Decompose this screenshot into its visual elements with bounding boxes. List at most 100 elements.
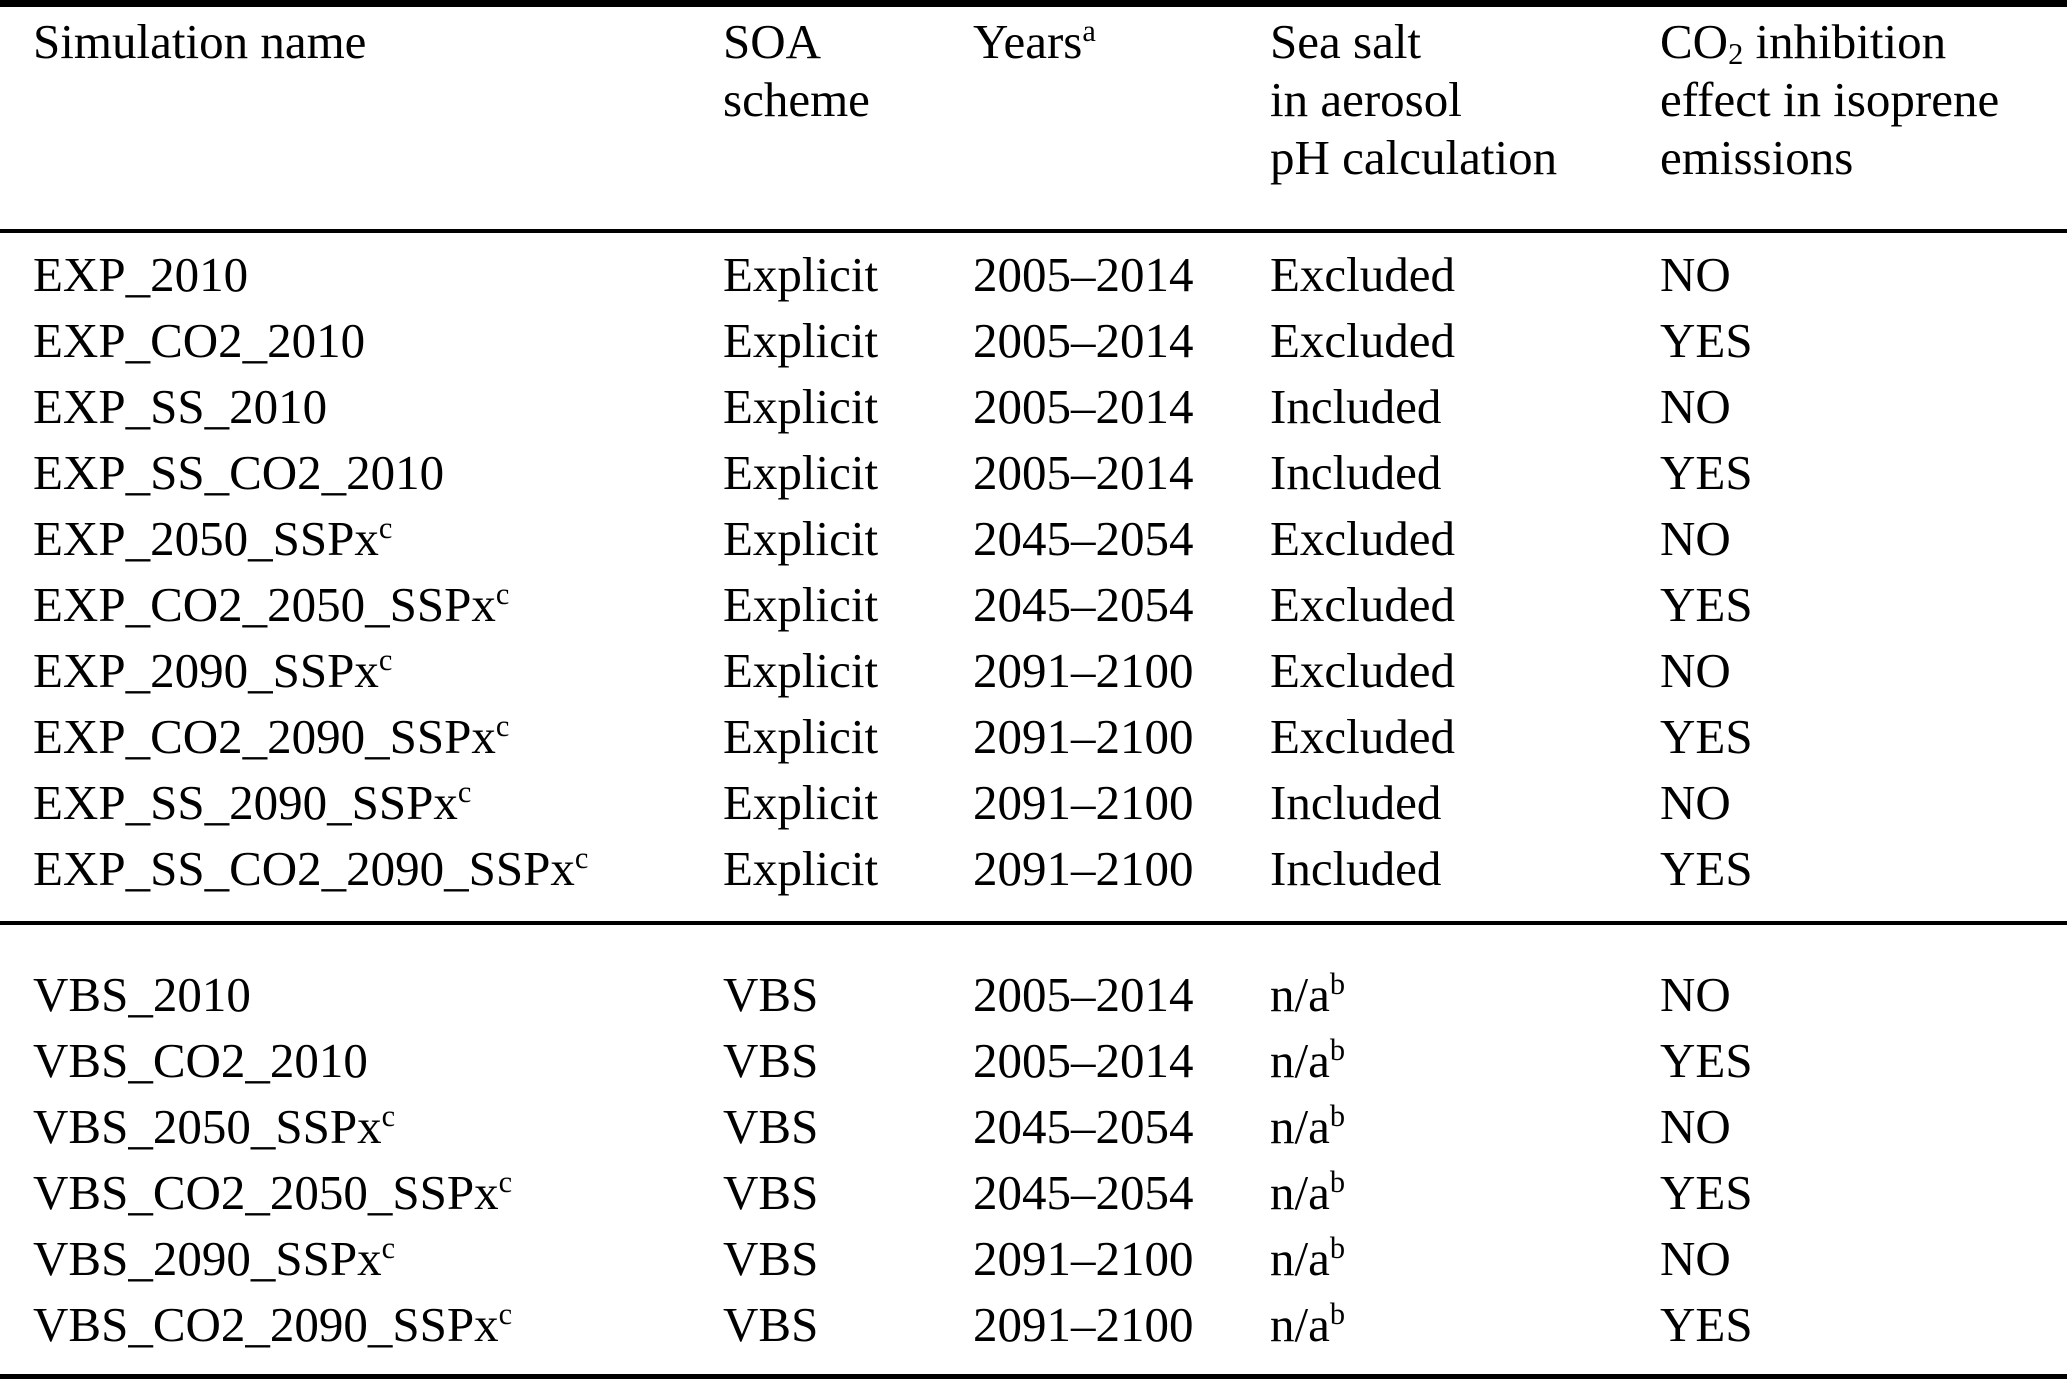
cell-sea-salt-ph: Excluded — [1270, 577, 1456, 632]
superscript-note: b — [1329, 1297, 1346, 1332]
cell-years: 2005–2014 — [973, 313, 1194, 368]
cell-simulation-name: EXP_SS_CO2_2090_SSPxc — [33, 841, 589, 896]
cell-co2-inhibition: YES — [1660, 313, 1753, 368]
cell-co2-inhibition: NO — [1660, 1099, 1731, 1154]
superscript-note: b — [1329, 1099, 1346, 1134]
cell-years: 2045–2054 — [973, 577, 1194, 632]
superscript-note: c — [495, 709, 510, 744]
cell-soa-scheme: VBS — [723, 921, 973, 1028]
cell-co2-inhibition: YES — [1660, 445, 1753, 500]
cell-co2-inhibition: YES — [1660, 1165, 1753, 1220]
table-row: VBS_CO2_2010 VBS 2005–2014 n/ab YES — [0, 1028, 2067, 1094]
column-header-sea-salt-ph: Sea salt in aerosol pH calculation — [1270, 3, 1660, 233]
cell-sea-salt-ph: Included — [1270, 445, 1442, 500]
cell-simulation-name: VBS_CO2_2090_SSPxc — [33, 1297, 513, 1352]
cell-soa-scheme: Explicit — [723, 709, 879, 764]
cell-soa-scheme: Explicit — [723, 643, 879, 698]
cell-years: 2045–2054 — [973, 1099, 1194, 1154]
cell-soa-scheme: VBS — [723, 1099, 819, 1154]
cell-years: 2091–2100 — [973, 643, 1194, 698]
superscript-note: b — [1329, 967, 1346, 1002]
cell-years: 2005–2014 — [973, 445, 1194, 500]
table-row: EXP_SS_CO2_2010 Explicit 2005–2014 Included… — [0, 440, 2067, 506]
cell-years: 2005–2014 — [973, 921, 1270, 1028]
cell-simulation-name: EXP_SS_CO2_2010 — [33, 445, 445, 500]
cell-sea-salt-ph: Included — [1270, 841, 1442, 896]
cell-years: 2005–2014 — [973, 1033, 1194, 1088]
cell-co2-inhibition: NO — [1660, 921, 2067, 1028]
cell-simulation-name: VBS_CO2_2050_SSPxc — [33, 1165, 513, 1220]
cell-simulation-name: EXP_2010 — [33, 247, 249, 302]
cell-co2-inhibition: NO — [1660, 1231, 1731, 1286]
cell-sea-salt-ph: n/ab — [1270, 1099, 1346, 1154]
table-row: EXP_CO2_2090_SSPxc Explicit 2091–2100 Exclu… — [0, 704, 2067, 770]
superscript-note: c — [378, 511, 393, 546]
cell-simulation-name: VBS_2010 — [0, 921, 723, 1028]
cell-years: 2091–2100 — [973, 1231, 1194, 1286]
cell-co2-inhibition: YES — [1660, 1033, 1753, 1088]
superscript-note: b — [1329, 1165, 1346, 1200]
table-header: Simulation name SOA scheme Yearsa Sea salt in… — [0, 3, 2067, 233]
cell-soa-scheme: Explicit — [723, 247, 879, 302]
cell-simulation-name: EXP_SS_2090_SSPxc — [33, 775, 472, 830]
cell-co2-inhibition: YES — [1660, 1297, 1753, 1352]
table-row: EXP_2050_SSPxc Explicit 2045–2054 Excluded N… — [0, 506, 2067, 572]
table-row: VBS_2050_SSPxc VBS 2045–2054 n/ab NO — [0, 1094, 2067, 1160]
cell-soa-scheme: Explicit — [723, 313, 879, 368]
cell-co2-inhibition: NO — [1660, 379, 1731, 434]
table-row: VBS_2010 VBS 2005–2014 n/ab NO — [0, 921, 2067, 1028]
cell-soa-scheme: Explicit — [723, 841, 879, 896]
cell-co2-inhibition: NO — [1660, 511, 1731, 566]
superscript-note: b — [1329, 1231, 1346, 1266]
superscript-note: c — [498, 1165, 513, 1200]
table-row: VBS_CO2_2050_SSPxc VBS 2045–2054 n/ab YES — [0, 1160, 2067, 1226]
table-row: EXP_SS_2010 Explicit 2005–2014 Included NO — [0, 374, 2067, 440]
cell-simulation-name: VBS_CO2_2010 — [33, 1033, 368, 1088]
cell-simulation-name: EXP_CO2_2010 — [33, 313, 366, 368]
column-header-co2-inhibition: CO2 inhibition effect in isoprene emission… — [1660, 3, 2067, 233]
cell-sea-salt-ph: Excluded — [1270, 511, 1456, 566]
cell-soa-scheme: Explicit — [723, 511, 879, 566]
cell-soa-scheme: VBS — [723, 1231, 819, 1286]
cell-simulation-name: EXP_2050_SSPxc — [33, 511, 393, 566]
cell-simulation-name: EXP_CO2_2050_SSPxc — [33, 577, 510, 632]
cell-years: 2091–2100 — [973, 1297, 1194, 1352]
cell-simulation-name: EXP_2090_SSPxc — [33, 643, 393, 698]
cell-years: 2005–2014 — [973, 247, 1194, 302]
superscript-note: c — [381, 1099, 396, 1134]
table-row: EXP_2090_SSPxc Explicit 2091–2100 Excluded N… — [0, 638, 2067, 704]
superscript-note: a — [1082, 14, 1096, 49]
table-row: EXP_SS_2090_SSPxc Explicit 2091–2100 Includ… — [0, 770, 2067, 836]
explicit-group: EXP_2010 Explicit 2005–2014 Excluded NO EXP_C… — [0, 231, 2067, 923]
cell-years: 2091–2100 — [973, 841, 1194, 896]
cell-co2-inhibition: YES — [1660, 841, 1753, 896]
cell-simulation-name: VBS_2050_SSPxc — [33, 1099, 396, 1154]
cell-soa-scheme: Explicit — [723, 775, 879, 830]
cell-co2-inhibition: NO — [1660, 247, 1731, 302]
cell-sea-salt-ph: Excluded — [1270, 709, 1456, 764]
column-header-years: Yearsa — [973, 3, 1270, 233]
cell-co2-inhibition: NO — [1660, 775, 1731, 830]
table-row: EXP_CO2_2050_SSPxc Explicit 2045–2054 Exclu… — [0, 572, 2067, 638]
cell-sea-salt-ph: Included — [1270, 379, 1442, 434]
column-header-simulation-name: Simulation name — [0, 3, 723, 233]
cell-simulation-name: VBS_2090_SSPxc — [33, 1231, 396, 1286]
cell-soa-scheme: Explicit — [723, 577, 879, 632]
cell-soa-scheme: VBS — [723, 1297, 819, 1352]
cell-simulation-name: EXP_CO2_2090_SSPxc — [33, 709, 510, 764]
cell-sea-salt-ph: n/ab — [1270, 1231, 1346, 1286]
cell-sea-salt-ph: Excluded — [1270, 643, 1456, 698]
cell-co2-inhibition: NO — [1660, 643, 1731, 698]
cell-sea-salt-ph: n/ab — [1270, 1165, 1346, 1220]
superscript-note: c — [457, 775, 472, 810]
superscript-note: c — [495, 577, 510, 612]
cell-sea-salt-ph: Included — [1270, 775, 1442, 830]
cell-soa-scheme: VBS — [723, 1165, 819, 1220]
cell-sea-salt-ph: Excluded — [1270, 247, 1456, 302]
cell-sea-salt-ph: n/ab — [1270, 921, 1660, 1028]
cell-years: 2091–2100 — [973, 775, 1194, 830]
table-row: VBS_2090_SSPxc VBS 2091–2100 n/ab NO — [0, 1226, 2067, 1292]
cell-years: 2045–2054 — [973, 511, 1194, 566]
